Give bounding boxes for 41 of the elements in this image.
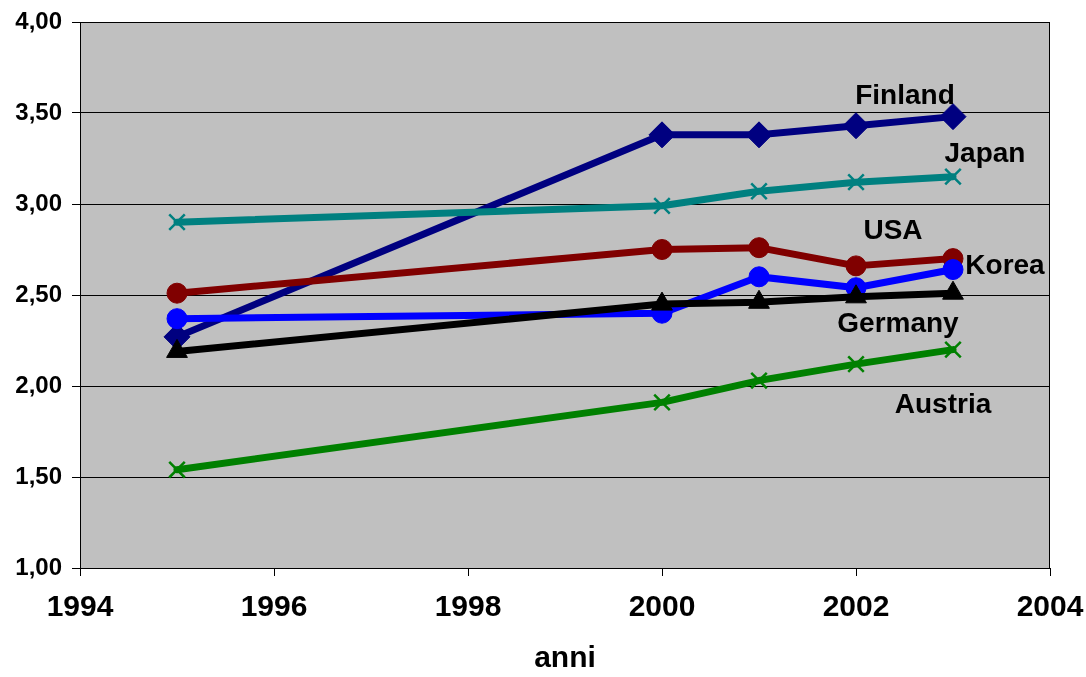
y-tick-label: 3,00 — [15, 188, 62, 216]
point — [748, 266, 770, 288]
point — [652, 196, 672, 215]
point — [748, 237, 770, 259]
y-tick-label: 1,50 — [15, 461, 62, 489]
y-tick-label: 2,00 — [15, 370, 62, 398]
y-tick-label: 4,00 — [15, 6, 62, 34]
x-tick-label: 2000 — [628, 589, 696, 623]
point — [845, 255, 867, 277]
y-tick-label: 3,50 — [15, 97, 62, 125]
point — [745, 121, 773, 149]
series-label: Austria — [894, 388, 992, 420]
point — [651, 239, 673, 260]
point — [167, 460, 187, 479]
point — [749, 182, 769, 201]
point — [942, 259, 964, 281]
x-axis-title: anni — [534, 640, 596, 674]
point — [648, 121, 676, 149]
point — [166, 308, 188, 330]
x-tick-label: 1996 — [240, 589, 308, 623]
point — [846, 173, 866, 192]
series-label: USA — [863, 214, 923, 246]
x-tick-label: 2004 — [1016, 589, 1084, 623]
point — [846, 355, 866, 374]
point — [842, 112, 870, 140]
x-tick-label: 1994 — [46, 589, 114, 623]
point — [943, 340, 963, 359]
point — [652, 393, 672, 412]
point — [939, 103, 967, 131]
point — [749, 371, 769, 390]
y-tick-label: 1,00 — [15, 552, 62, 580]
series-label: Japan — [944, 137, 1026, 169]
point — [167, 213, 187, 232]
point — [166, 282, 188, 304]
series-label: Finland — [855, 79, 955, 111]
series-label: Korea — [965, 249, 1046, 281]
x-tick-label: 1998 — [434, 589, 502, 623]
x-tick-label: 2002 — [822, 589, 890, 623]
point — [943, 167, 963, 186]
y-tick-label: 2,50 — [15, 279, 62, 307]
series-label: Germany — [837, 306, 960, 338]
